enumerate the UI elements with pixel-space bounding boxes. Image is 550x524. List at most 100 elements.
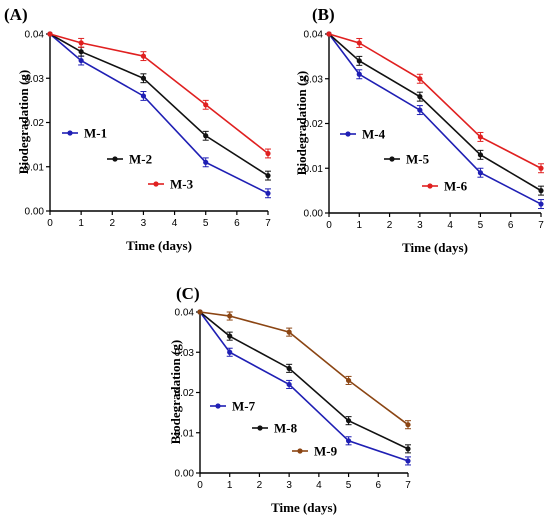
legend-label: M-9: [314, 444, 338, 459]
data-point: [417, 107, 423, 113]
data-point: [417, 76, 423, 82]
data-point: [47, 31, 53, 37]
x-tick-label: 3: [286, 480, 292, 491]
data-point: [203, 133, 209, 139]
x-tick-label: 7: [405, 480, 411, 491]
x-tick-label: 3: [141, 218, 147, 229]
x-tick-label: 2: [387, 220, 393, 231]
x-tick-label: 0: [326, 220, 332, 231]
x-tick-label: 5: [346, 480, 352, 491]
legend-label: M-1: [84, 126, 107, 141]
x-tick-label: 7: [265, 218, 271, 229]
legend-label: M-5: [406, 152, 430, 167]
x-tick-label: 6: [508, 220, 514, 231]
x-tick-label: 4: [447, 220, 453, 231]
data-point: [227, 333, 233, 339]
data-point: [265, 190, 271, 196]
data-point: [227, 313, 233, 319]
data-point: [538, 188, 544, 194]
data-point: [203, 102, 209, 108]
data-point: [477, 134, 484, 140]
legend-label: M-6: [444, 179, 468, 194]
data-point: [405, 422, 411, 428]
x-tick-label: 0: [47, 218, 53, 229]
series-M-8: [197, 309, 411, 454]
y-tick-label: 0.03: [175, 348, 195, 359]
x-tick-label: 5: [478, 220, 484, 231]
data-point: [286, 365, 292, 371]
panel-label: (A): [4, 5, 28, 24]
x-tick-label: 1: [227, 480, 233, 491]
y-tick-label: 0.02: [304, 119, 324, 130]
data-point: [265, 173, 271, 179]
data-point: [78, 57, 84, 64]
data-point: [197, 309, 203, 315]
panel-label: (C): [176, 284, 200, 303]
legend-marker: [215, 403, 221, 409]
series-M-6: [326, 31, 544, 174]
y-axis-title: Biodegradation (g): [168, 340, 183, 444]
series-M-3: [47, 31, 271, 159]
legend-marker: [67, 130, 73, 136]
y-tick-label: 0.02: [25, 118, 45, 129]
legend-label: M-2: [129, 152, 152, 167]
data-point: [538, 165, 544, 171]
legend-label: M-3: [170, 177, 194, 192]
data-point: [356, 58, 362, 64]
y-tick-label: 0.01: [304, 164, 324, 175]
y-axis-title: Biodegradation (g): [294, 71, 309, 175]
data-point: [140, 93, 147, 99]
x-axis-title: Time (days): [402, 240, 468, 255]
x-tick-label: 4: [316, 480, 322, 491]
series-M-5: [326, 31, 544, 196]
legend-marker: [112, 156, 118, 162]
data-point: [417, 94, 423, 100]
x-tick-label: 7: [538, 220, 544, 231]
data-point: [477, 152, 484, 158]
x-tick-label: 4: [172, 218, 178, 229]
data-point: [345, 377, 352, 384]
series-line: [328, 33, 542, 192]
y-tick-label: 0.03: [304, 74, 324, 85]
legend-marker: [153, 181, 159, 187]
series-M-2: [47, 31, 271, 181]
x-tick-label: 0: [197, 480, 203, 491]
legend-marker: [257, 425, 263, 431]
data-point: [140, 53, 147, 59]
x-tick-label: 5: [203, 218, 209, 229]
data-point: [140, 75, 147, 81]
y-tick-label: 0.01: [175, 428, 195, 439]
data-point: [326, 31, 332, 37]
y-tick-label: 0.04: [175, 308, 195, 319]
x-tick-label: 2: [257, 480, 263, 491]
data-point: [203, 159, 209, 165]
data-point: [405, 446, 411, 452]
y-tick-label: 0.00: [304, 209, 324, 220]
data-point: [356, 40, 362, 46]
y-tick-label: 0.01: [25, 162, 45, 173]
panel-label: (B): [312, 5, 335, 24]
legend-marker: [297, 448, 303, 454]
y-tick-label: 0.04: [25, 30, 45, 41]
legend-label: M-7: [232, 399, 256, 414]
legend-marker: [345, 131, 351, 137]
legend-marker: [389, 156, 395, 162]
data-point: [265, 150, 271, 157]
data-point: [405, 458, 411, 464]
chart-panel-3: (C) 0 1 2 3 4 5 6 7 0.00 0.01 0.02 0.03 0.04 Time (day…: [168, 284, 411, 515]
x-tick-label: 2: [110, 218, 116, 229]
chart-panel-2: (B) 0 1 2 3 4 5 6 7 0.00 0.01 0.02 0.03 0.04 Time (day…: [294, 5, 544, 255]
series-line: [49, 33, 269, 177]
y-axis-title: Biodegradation (g): [16, 70, 31, 174]
data-point: [345, 418, 352, 424]
legend-label: M-8: [274, 421, 298, 436]
y-tick-label: 0.00: [175, 469, 195, 480]
data-point: [227, 349, 233, 355]
y-tick-label: 0.00: [25, 207, 45, 218]
x-tick-label: 1: [357, 220, 363, 231]
x-axis-title: Time (days): [271, 500, 337, 515]
data-point: [286, 381, 292, 388]
data-point: [286, 329, 292, 335]
x-tick-label: 3: [417, 220, 423, 231]
